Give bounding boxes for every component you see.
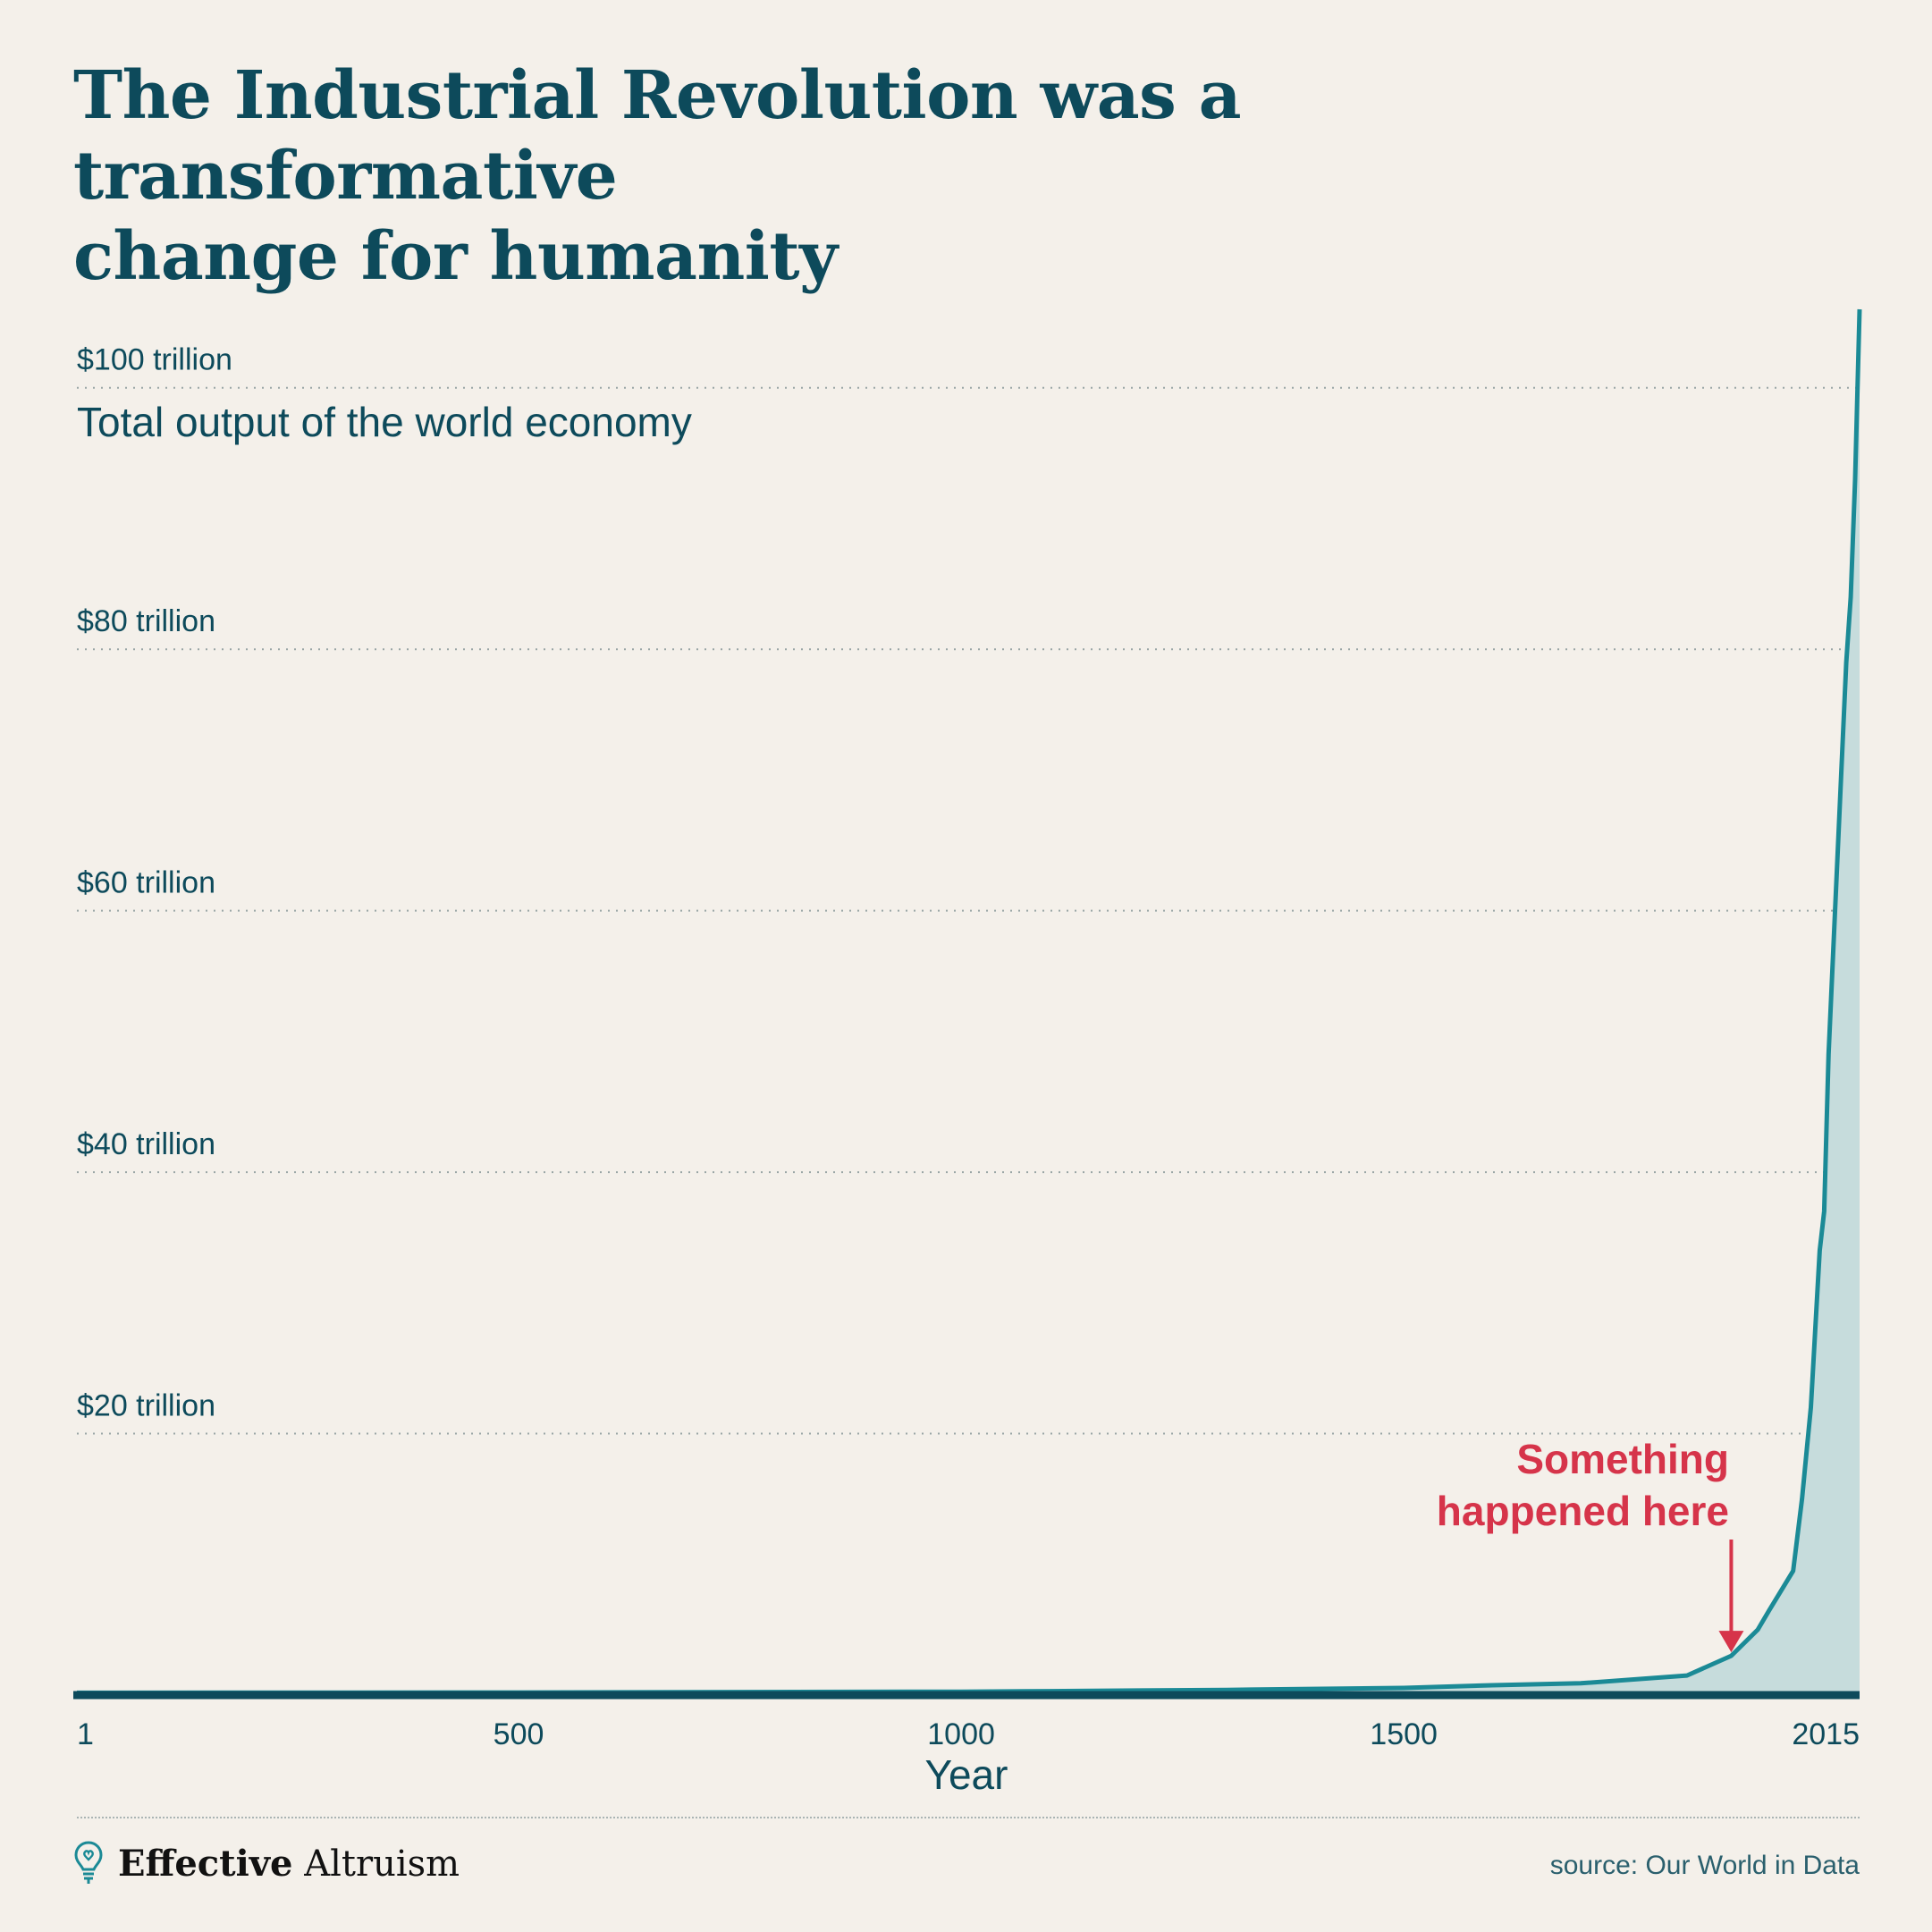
x-tick-label: 1000 [927,1717,995,1751]
logo-wordmark-bold: Effective [118,1842,293,1885]
y-tick-labels: $20 trillion $40 trillion $60 trillion $80 … [77,343,232,1423]
chart-title-line-1: The Industrial Revolution was a transfor… [73,57,1242,215]
x-axis-label: Year [925,1751,1008,1798]
y-grid [77,386,1860,1435]
annotation-line-2: happened here [1437,1488,1729,1534]
chart-title: The Industrial Revolution was a transfor… [73,55,1772,297]
chart-title-line-2: change for humanity [73,218,838,295]
logo-wordmark-regular: Altruism [304,1843,460,1885]
annotation-line-1: Something [1516,1436,1729,1482]
annotation-arrow-head [1718,1631,1744,1653]
x-tick-label: 2015 [1792,1717,1860,1751]
y-tick-label: $20 trillion [77,1389,215,1423]
y-tick-label: $80 trillion [77,604,215,638]
x-tick-labels: 1 500 1000 1500 2015 [77,1717,1860,1751]
x-tick-label: 500 [494,1717,544,1751]
x-tick-label: 1500 [1370,1717,1438,1751]
y-tick-label: $100 trillion [77,343,232,377]
footer-divider [77,1817,1860,1818]
series-label: Total output of the world economy [77,399,692,445]
logo-wordmark: Effective Altruism [118,1843,460,1885]
series-line [76,308,1862,1695]
x-tick-label: 1 [77,1717,94,1751]
annotation: Something happened here [1437,1436,1744,1653]
y-tick-label: $60 trillion [77,866,215,900]
y-tick-label: $40 trillion [77,1127,215,1161]
lightbulb-heart-icon [74,1841,103,1884]
source-note: source: Our World in Data [1549,1851,1860,1880]
effective-altruism-logo: Effective Altruism [73,1838,460,1888]
